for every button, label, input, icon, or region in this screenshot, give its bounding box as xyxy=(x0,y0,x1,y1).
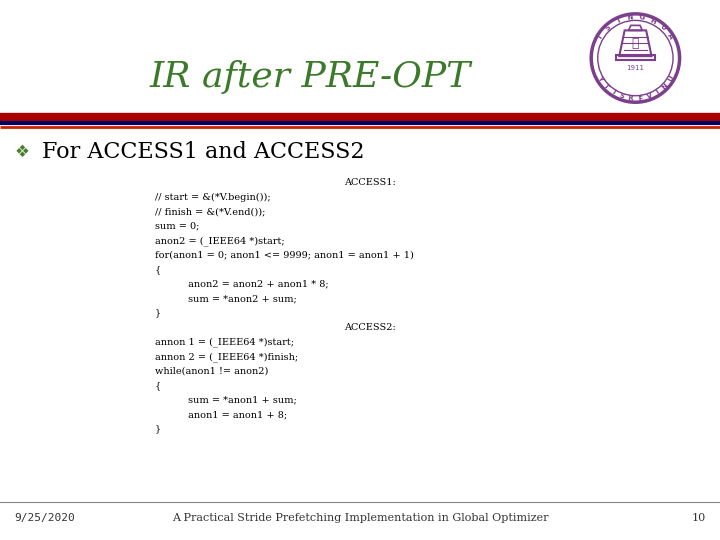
Text: sum = *anon1 + sum;: sum = *anon1 + sum; xyxy=(185,395,297,404)
Text: ACCESS1:: ACCESS1: xyxy=(344,178,396,187)
Text: for(anon1 = 0; anon1 <= 9999; anon1 = anon1 + 1): for(anon1 = 0; anon1 <= 9999; anon1 = an… xyxy=(155,251,414,260)
Text: 業: 業 xyxy=(631,37,639,50)
Text: I: I xyxy=(611,89,616,95)
Text: 9/25/2020: 9/25/2020 xyxy=(14,513,75,523)
Text: sum = 0;: sum = 0; xyxy=(155,221,199,231)
Text: sum = *anon2 + sum;: sum = *anon2 + sum; xyxy=(185,294,297,303)
Text: annon 2 = (_IEEE64 *)finish;: annon 2 = (_IEEE64 *)finish; xyxy=(155,352,298,362)
Text: anon2 = (_IEEE64 *)start;: anon2 = (_IEEE64 *)start; xyxy=(155,236,284,246)
Text: A Practical Stride Prefetching Implementation in Global Optimizer: A Practical Stride Prefetching Implement… xyxy=(172,513,548,523)
Text: // finish = &(*V.end());: // finish = &(*V.end()); xyxy=(155,207,266,216)
Text: {: { xyxy=(155,381,161,390)
Text: {: { xyxy=(155,265,161,274)
Text: }: } xyxy=(155,308,161,318)
Text: U: U xyxy=(658,23,667,32)
Text: anon1 = anon1 + 8;: anon1 = anon1 + 8; xyxy=(185,410,287,419)
Text: H: H xyxy=(649,17,657,25)
Text: ❖: ❖ xyxy=(14,143,30,161)
Text: annon 1 = (_IEEE64 *)start;: annon 1 = (_IEEE64 *)start; xyxy=(155,338,294,347)
Text: 10: 10 xyxy=(692,513,706,523)
Text: N: N xyxy=(661,82,669,90)
Text: Y: Y xyxy=(596,75,604,82)
Text: T: T xyxy=(597,33,605,40)
Text: G: G xyxy=(638,15,644,21)
Text: S: S xyxy=(605,24,612,31)
Text: }: } xyxy=(155,424,161,434)
Text: 1911: 1911 xyxy=(626,65,644,71)
Text: S: S xyxy=(618,93,625,100)
Text: U: U xyxy=(667,75,675,82)
Text: E: E xyxy=(637,95,643,102)
Text: A: A xyxy=(666,32,674,40)
Text: N: N xyxy=(626,15,633,21)
Text: I: I xyxy=(616,18,621,24)
Text: I: I xyxy=(655,89,660,95)
Text: while(anon1 != anon2): while(anon1 != anon2) xyxy=(155,367,269,375)
Text: // start = &(*V.begin());: // start = &(*V.begin()); xyxy=(155,192,271,201)
Text: T: T xyxy=(602,82,610,90)
Text: V: V xyxy=(646,92,653,100)
Text: ACCESS2:: ACCESS2: xyxy=(344,323,396,332)
Text: anon2 = anon2 + anon1 * 8;: anon2 = anon2 + anon1 * 8; xyxy=(185,280,328,288)
Text: For ACCESS1 and ACCESS2: For ACCESS1 and ACCESS2 xyxy=(42,141,364,163)
Text: IR after PRE-OPT: IR after PRE-OPT xyxy=(149,60,471,94)
Text: R: R xyxy=(628,95,634,102)
